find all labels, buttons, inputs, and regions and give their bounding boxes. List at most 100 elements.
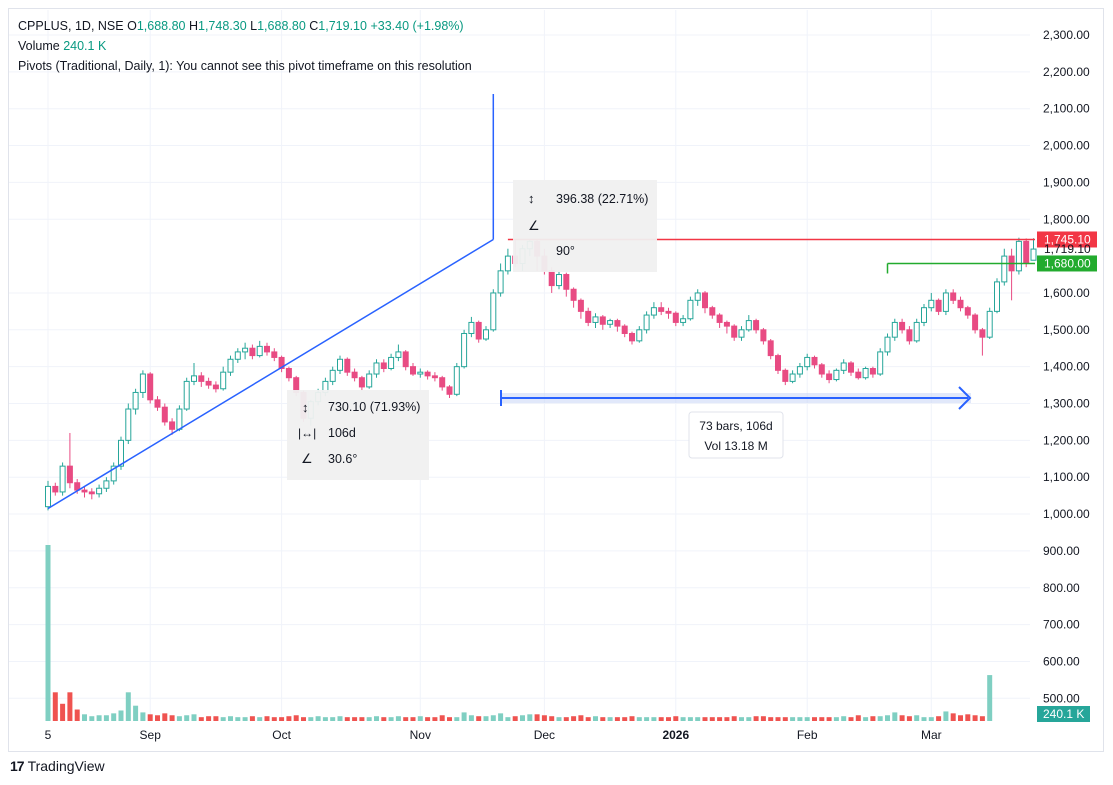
candle-down xyxy=(935,299,942,312)
candle-up xyxy=(687,299,694,320)
volume-bar xyxy=(658,717,664,721)
measure-box-2[interactable] xyxy=(513,180,657,272)
volume-bar xyxy=(381,717,387,721)
candle-down xyxy=(278,356,285,369)
volume-bar xyxy=(812,717,817,721)
candle-up xyxy=(490,292,497,331)
candle-down xyxy=(709,307,716,316)
volume-bar xyxy=(476,716,482,721)
measure2-price-change: 396.38 (22.71%) xyxy=(556,192,648,206)
volume-bar xyxy=(950,713,956,721)
volume-bar xyxy=(585,717,591,721)
volume-bar xyxy=(468,715,474,721)
volume-bar xyxy=(979,716,985,721)
price-tick-label: 1,300.00 xyxy=(1043,397,1090,411)
candle-down xyxy=(431,375,438,379)
price-badge-green[interactable] xyxy=(1037,255,1097,272)
legend-volume-row[interactable]: Volume 240.1 K xyxy=(18,36,472,56)
candle-down xyxy=(169,421,176,430)
volume-bar xyxy=(359,717,365,721)
volume-bar xyxy=(447,717,452,721)
trend-line[interactable] xyxy=(47,238,494,510)
volume-bar xyxy=(928,717,934,721)
volume-bar xyxy=(527,714,533,721)
candle-down xyxy=(424,371,431,377)
price-badge-red[interactable] xyxy=(1037,231,1097,248)
volume-bar xyxy=(636,717,642,721)
volume-badge[interactable] xyxy=(1037,706,1090,722)
candle-up xyxy=(227,358,234,373)
candle-down xyxy=(161,406,168,423)
price-tick-label: 1,200.00 xyxy=(1043,433,1090,447)
volume-bar xyxy=(162,713,168,721)
candle-down xyxy=(66,465,73,484)
candle-up xyxy=(125,408,132,441)
candle-down xyxy=(818,364,825,375)
price-badge-green-label: 1,680.00 xyxy=(1044,256,1091,270)
candle-down xyxy=(380,362,387,369)
volume-bar xyxy=(220,717,226,721)
volume-bar xyxy=(520,715,525,721)
volume-bar xyxy=(651,717,657,721)
candle-up xyxy=(118,439,124,467)
candle-down xyxy=(577,299,584,312)
volume-bar xyxy=(395,716,401,721)
candle-down xyxy=(154,399,161,408)
candle-up xyxy=(483,329,489,340)
candle-up xyxy=(366,373,373,388)
volume-bar xyxy=(666,717,671,721)
price-tick-label: 2,000.00 xyxy=(1043,139,1090,153)
chart-frame xyxy=(8,8,1104,752)
volume-bar xyxy=(972,715,978,721)
volume-bar xyxy=(133,705,139,721)
candle-down xyxy=(658,307,665,312)
price-tick-label: 1,900.00 xyxy=(1043,175,1090,189)
candle-down xyxy=(205,380,212,386)
range-info-box[interactable] xyxy=(688,411,784,459)
legend-pivots-row[interactable]: Pivots (Traditional, Daily, 1): You cann… xyxy=(18,56,472,76)
candle-up xyxy=(461,332,468,368)
legend-ohlc-row: CPPLUS, 1D, NSE O1,688.80 H1,748.30 L1,6… xyxy=(18,16,472,36)
volume-bar xyxy=(103,715,109,721)
volume-bar xyxy=(147,714,153,721)
drawings-layer[interactable]: ↕ 730.10 (71.93%) |↔| 106d ∠ 30.6° ↕ 396.38 (22… xyxy=(47,93,1035,510)
candle-up xyxy=(884,336,891,353)
volume-bar xyxy=(593,716,598,721)
candle-down xyxy=(972,314,979,331)
volume-badge-label: 240.1 K xyxy=(1043,707,1084,721)
candle-down xyxy=(702,292,708,309)
volume-bar xyxy=(724,717,730,721)
time-tick-label: Feb xyxy=(797,728,818,742)
price-tick-label: 600.00 xyxy=(1043,654,1080,668)
volume-bar xyxy=(965,714,971,721)
candle-down xyxy=(264,345,270,353)
volume-bar xyxy=(140,712,146,721)
volume-bar xyxy=(717,717,723,721)
volume-bar xyxy=(600,717,606,721)
price-tick-label: 1,400.00 xyxy=(1043,360,1090,374)
time-axis[interactable]: 5 Sep Oct Nov Dec 2026 Feb Mar xyxy=(45,728,942,742)
volume-bar xyxy=(892,712,898,721)
price-chart[interactable]: ↕ 730.10 (71.93%) |↔| 106d ∠ 30.6° ↕ 396.38 (22… xyxy=(0,0,1113,752)
time-tick-label: Dec xyxy=(534,728,555,742)
chart-legend: CPPLUS, 1D, NSE O1,688.80 H1,748.30 L1,6… xyxy=(18,16,472,76)
volume-bar xyxy=(388,717,394,721)
symbol-label[interactable]: CPPLUS, 1D, NSE xyxy=(18,19,124,33)
volume-bar xyxy=(622,717,628,721)
price-tick-label: 700.00 xyxy=(1043,618,1080,632)
time-tick-label: Nov xyxy=(410,728,431,742)
candle-down xyxy=(410,366,416,375)
volume-bar xyxy=(286,716,292,721)
candle-down xyxy=(52,485,59,493)
measure-box-1[interactable] xyxy=(287,390,429,480)
price-axis[interactable]: 2,300.00 2,200.00 2,100.00 2,000.00 1,900.00… xyxy=(1037,28,1097,722)
candle-up xyxy=(942,292,949,312)
volume-bar xyxy=(607,717,613,721)
volume-label: Volume xyxy=(18,39,60,53)
candle-up xyxy=(256,345,263,357)
price-tick-label: 2,200.00 xyxy=(1043,65,1090,79)
price-tick-label: 2,300.00 xyxy=(1043,28,1090,42)
price-tick-label: 1,000.00 xyxy=(1043,507,1090,521)
volume-bar xyxy=(322,717,328,721)
volume-bar xyxy=(498,713,504,721)
